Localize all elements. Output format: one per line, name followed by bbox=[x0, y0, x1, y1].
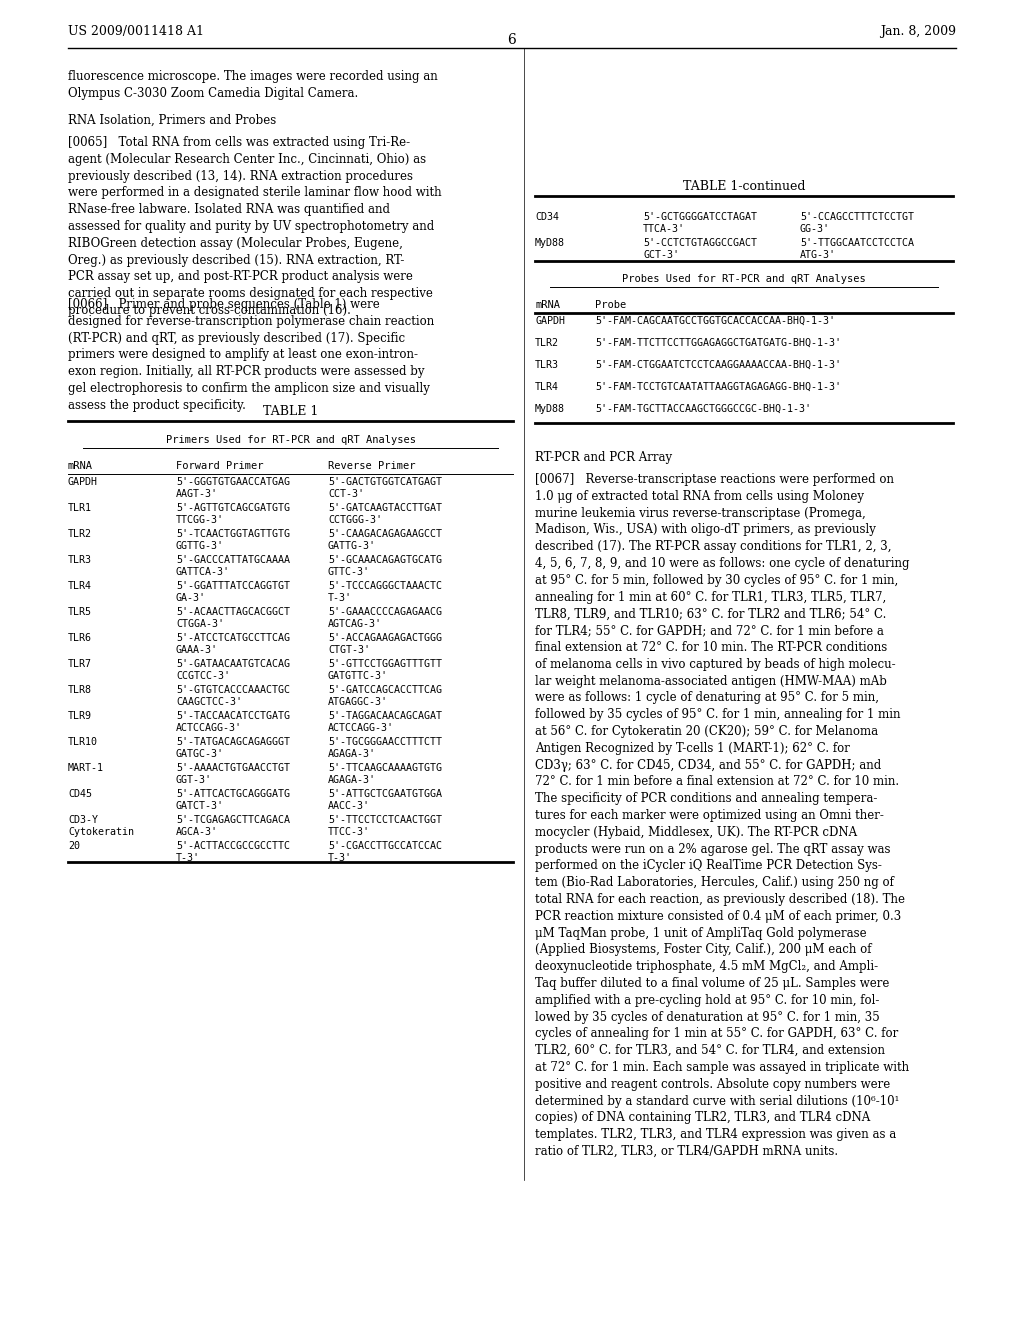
Text: US 2009/0011418 A1: US 2009/0011418 A1 bbox=[68, 25, 204, 38]
Text: 5'-FAM-TTCTTCCTTGGAGAGGCTGATGATG-BHQ-1-3': 5'-FAM-TTCTTCCTTGGAGAGGCTGATGATG-BHQ-1-3… bbox=[595, 338, 841, 348]
Text: 5'-CCAGCCTTTCTCCTGT
GG-3': 5'-CCAGCCTTTCTCCTGT GG-3' bbox=[800, 213, 914, 235]
Text: [0066]   Primer and probe sequences (Table 1) were
designed for reverse-transcri: [0066] Primer and probe sequences (Table… bbox=[68, 298, 434, 412]
Text: 5'-GATCCAGCACCTTCAG
ATGAGGC-3': 5'-GATCCAGCACCTTCAG ATGAGGC-3' bbox=[328, 685, 442, 708]
Text: 5'-TATGACAGCAGAGGGT
GATGC-3': 5'-TATGACAGCAGAGGGT GATGC-3' bbox=[176, 737, 290, 759]
Text: GAPDH: GAPDH bbox=[68, 477, 98, 487]
Text: 5'-CAAGACAGAGAAGCCT
GATTG-3': 5'-CAAGACAGAGAAGCCT GATTG-3' bbox=[328, 529, 442, 552]
Text: TLR2: TLR2 bbox=[68, 529, 92, 539]
Text: 5'-TGCGGGAACCTTTCTT
AGAGA-3': 5'-TGCGGGAACCTTTCTT AGAGA-3' bbox=[328, 737, 442, 759]
Text: 5'-FAM-TGCTTACCAAGCTGGGCCGC-BHQ-1-3': 5'-FAM-TGCTTACCAAGCTGGGCCGC-BHQ-1-3' bbox=[595, 404, 811, 414]
Text: 5'-TTCCTCCTCAACTGGT
TTCC-3': 5'-TTCCTCCTCAACTGGT TTCC-3' bbox=[328, 814, 442, 837]
Text: 5'-CCTCTGTAGGCCGACT
GCT-3': 5'-CCTCTGTAGGCCGACT GCT-3' bbox=[643, 238, 757, 260]
Text: 5'-GGATTTATCCAGGTGT
GA-3': 5'-GGATTTATCCAGGTGT GA-3' bbox=[176, 581, 290, 603]
Text: CD34: CD34 bbox=[535, 213, 559, 222]
Text: RT-PCR and PCR Array: RT-PCR and PCR Array bbox=[535, 451, 672, 465]
Text: mRNA: mRNA bbox=[68, 461, 93, 471]
Text: 5'-GAAACCCCAGAGAACG
AGTCAG-3': 5'-GAAACCCCAGAGAACG AGTCAG-3' bbox=[328, 607, 442, 630]
Text: CD45: CD45 bbox=[68, 789, 92, 799]
Text: Reverse Primer: Reverse Primer bbox=[328, 461, 416, 471]
Text: 5'-ATCCTCATGCCTTCAG
GAAA-3': 5'-ATCCTCATGCCTTCAG GAAA-3' bbox=[176, 634, 290, 656]
Text: TLR9: TLR9 bbox=[68, 711, 92, 721]
Text: TLR3: TLR3 bbox=[535, 360, 559, 370]
Text: 5'-GGGTGTGAACCATGAG
AAGT-3': 5'-GGGTGTGAACCATGAG AAGT-3' bbox=[176, 477, 290, 499]
Text: TLR5: TLR5 bbox=[68, 607, 92, 616]
Text: 5'-GACCCATTATGCAAAA
GATTCA-3': 5'-GACCCATTATGCAAAA GATTCA-3' bbox=[176, 554, 290, 577]
Text: 5'-TCCCAGGGCTAAACTC
T-3': 5'-TCCCAGGGCTAAACTC T-3' bbox=[328, 581, 442, 603]
Text: TLR3: TLR3 bbox=[68, 554, 92, 565]
Text: [0065]   Total RNA from cells was extracted using Tri-Re-
agent (Molecular Resea: [0065] Total RNA from cells was extracte… bbox=[68, 136, 441, 317]
Text: 5'-TTGGCAATCCTCCTCA
ATG-3': 5'-TTGGCAATCCTCCTCA ATG-3' bbox=[800, 238, 914, 260]
Text: 5'-ACTTACCGCCGCCTTC
T-3': 5'-ACTTACCGCCGCCTTC T-3' bbox=[176, 841, 290, 863]
Text: mRNA: mRNA bbox=[535, 300, 560, 310]
Text: Jan. 8, 2009: Jan. 8, 2009 bbox=[880, 25, 956, 38]
Text: 5'-AGTTGTCAGCGATGTG
TTCGG-3': 5'-AGTTGTCAGCGATGTG TTCGG-3' bbox=[176, 503, 290, 525]
Text: CD3-Y
Cytokeratin: CD3-Y Cytokeratin bbox=[68, 814, 134, 837]
Text: TLR6: TLR6 bbox=[68, 634, 92, 643]
Text: Forward Primer: Forward Primer bbox=[176, 461, 263, 471]
Text: 5'-FAM-CTGGAATCTCCTCAAGGAAAACCAA-BHQ-1-3': 5'-FAM-CTGGAATCTCCTCAAGGAAAACCAA-BHQ-1-3… bbox=[595, 360, 841, 370]
Text: GAPDH: GAPDH bbox=[535, 315, 565, 326]
Text: Primers Used for RT-PCR and qRT Analyses: Primers Used for RT-PCR and qRT Analyses bbox=[166, 436, 416, 445]
Text: 5'-GTGTCACCCAAACTGC
CAAGCTCC-3': 5'-GTGTCACCCAAACTGC CAAGCTCC-3' bbox=[176, 685, 290, 708]
Text: Probe: Probe bbox=[595, 300, 627, 310]
Text: TABLE 1-continued: TABLE 1-continued bbox=[683, 180, 805, 193]
Text: TLR1: TLR1 bbox=[68, 503, 92, 513]
Text: 20: 20 bbox=[68, 841, 80, 851]
Text: 5'-AAAACTGTGAACCTGT
GGT-3': 5'-AAAACTGTGAACCTGT GGT-3' bbox=[176, 763, 290, 785]
Text: TLR8: TLR8 bbox=[68, 685, 92, 696]
Text: 5'-TAGGACAACAGCAGAT
ACTCCAGG-3': 5'-TAGGACAACAGCAGAT ACTCCAGG-3' bbox=[328, 711, 442, 734]
Text: 5'-ACAACTTAGCACGGCT
CTGGA-3': 5'-ACAACTTAGCACGGCT CTGGA-3' bbox=[176, 607, 290, 630]
Text: TABLE 1: TABLE 1 bbox=[263, 405, 318, 418]
Text: 5'-GATAACAATGTCACAG
CCGTCC-3': 5'-GATAACAATGTCACAG CCGTCC-3' bbox=[176, 659, 290, 681]
Text: TLR10: TLR10 bbox=[68, 737, 98, 747]
Text: Probes Used for RT-PCR and qRT Analyses: Probes Used for RT-PCR and qRT Analyses bbox=[623, 275, 866, 284]
Text: 5'-GACTGTGGTCATGAGT
CCT-3': 5'-GACTGTGGTCATGAGT CCT-3' bbox=[328, 477, 442, 499]
Text: 5'-TCAACTGGTAGTTGTG
GGTTG-3': 5'-TCAACTGGTAGTTGTG GGTTG-3' bbox=[176, 529, 290, 552]
Text: 5'-ATTCACTGCAGGGATG
GATCT-3': 5'-ATTCACTGCAGGGATG GATCT-3' bbox=[176, 789, 290, 812]
Text: MyD88: MyD88 bbox=[535, 404, 565, 414]
Text: 5'-FAM-CAGCAATGCCTGGTGCACCACCAA-BHQ-1-3': 5'-FAM-CAGCAATGCCTGGTGCACCACCAA-BHQ-1-3' bbox=[595, 315, 835, 326]
Text: 6: 6 bbox=[508, 33, 516, 48]
Text: 5'-TACCAACATCCTGATG
ACTCCAGG-3': 5'-TACCAACATCCTGATG ACTCCAGG-3' bbox=[176, 711, 290, 734]
Text: RNA Isolation, Primers and Probes: RNA Isolation, Primers and Probes bbox=[68, 114, 276, 127]
Text: 5'-ACCAGAAGAGACTGGG
CTGT-3': 5'-ACCAGAAGAGACTGGG CTGT-3' bbox=[328, 634, 442, 656]
Text: 5'-GCAAACAGAGTGCATG
GTTC-3': 5'-GCAAACAGAGTGCATG GTTC-3' bbox=[328, 554, 442, 577]
Text: [0067]   Reverse-transcriptase reactions were performed on
1.0 μg of extracted t: [0067] Reverse-transcriptase reactions w… bbox=[535, 473, 909, 1158]
Text: 5'-GATCAAGTACCTTGAT
CCTGGG-3': 5'-GATCAAGTACCTTGAT CCTGGG-3' bbox=[328, 503, 442, 525]
Text: 5'-CGACCTTGCCATCCAC
T-3': 5'-CGACCTTGCCATCCAC T-3' bbox=[328, 841, 442, 863]
Text: 5'-GCTGGGGATCCTAGAT
TTCA-3': 5'-GCTGGGGATCCTAGAT TTCA-3' bbox=[643, 213, 757, 235]
Text: TLR4: TLR4 bbox=[68, 581, 92, 591]
Text: MART-1: MART-1 bbox=[68, 763, 104, 774]
Text: 5'-TTCAAGCAAAAGTGTG
AGAGA-3': 5'-TTCAAGCAAAAGTGTG AGAGA-3' bbox=[328, 763, 442, 785]
Text: fluorescence microscope. The images were recorded using an
Olympus C-3030 Zoom C: fluorescence microscope. The images were… bbox=[68, 70, 437, 100]
Text: 5'-FAM-TCCTGTCAATATTAAGGTAGAGAGG-BHQ-1-3': 5'-FAM-TCCTGTCAATATTAAGGTAGAGAGG-BHQ-1-3… bbox=[595, 381, 841, 392]
Text: TLR7: TLR7 bbox=[68, 659, 92, 669]
Text: TLR4: TLR4 bbox=[535, 381, 559, 392]
Text: TLR2: TLR2 bbox=[535, 338, 559, 348]
Text: 5'-ATTGCTCGAATGTGGA
AACC-3': 5'-ATTGCTCGAATGTGGA AACC-3' bbox=[328, 789, 442, 812]
Text: 5'-GTTCCTGGAGTTTGTT
GATGTTC-3': 5'-GTTCCTGGAGTTTGTT GATGTTC-3' bbox=[328, 659, 442, 681]
Text: 5'-TCGAGAGCTTCAGACA
AGCA-3': 5'-TCGAGAGCTTCAGACA AGCA-3' bbox=[176, 814, 290, 837]
Text: MyD88: MyD88 bbox=[535, 238, 565, 248]
